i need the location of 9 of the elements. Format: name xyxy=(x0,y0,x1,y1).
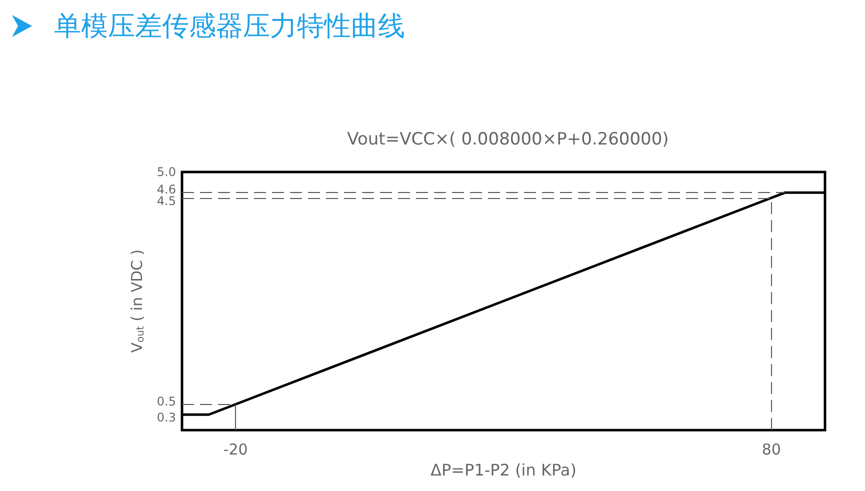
y-tick-label: 0.5 xyxy=(156,394,176,408)
x-axis-title: ΔP=P1-P2 (in KPa) xyxy=(430,460,576,480)
x-tick-label: -20 xyxy=(223,440,248,459)
chart-subtitle: Vout=VCC×( 0.008000×P+0.260000) xyxy=(347,130,669,150)
y-tick-label: 5.0 xyxy=(156,165,176,179)
x-tick-label: 80 xyxy=(762,440,781,459)
y-axis-title: Vout ( in VDC ) xyxy=(128,249,147,353)
y-tick-label: 0.3 xyxy=(156,410,176,425)
chart-title: 单模压差传感器压力特性曲线 xyxy=(54,10,405,44)
